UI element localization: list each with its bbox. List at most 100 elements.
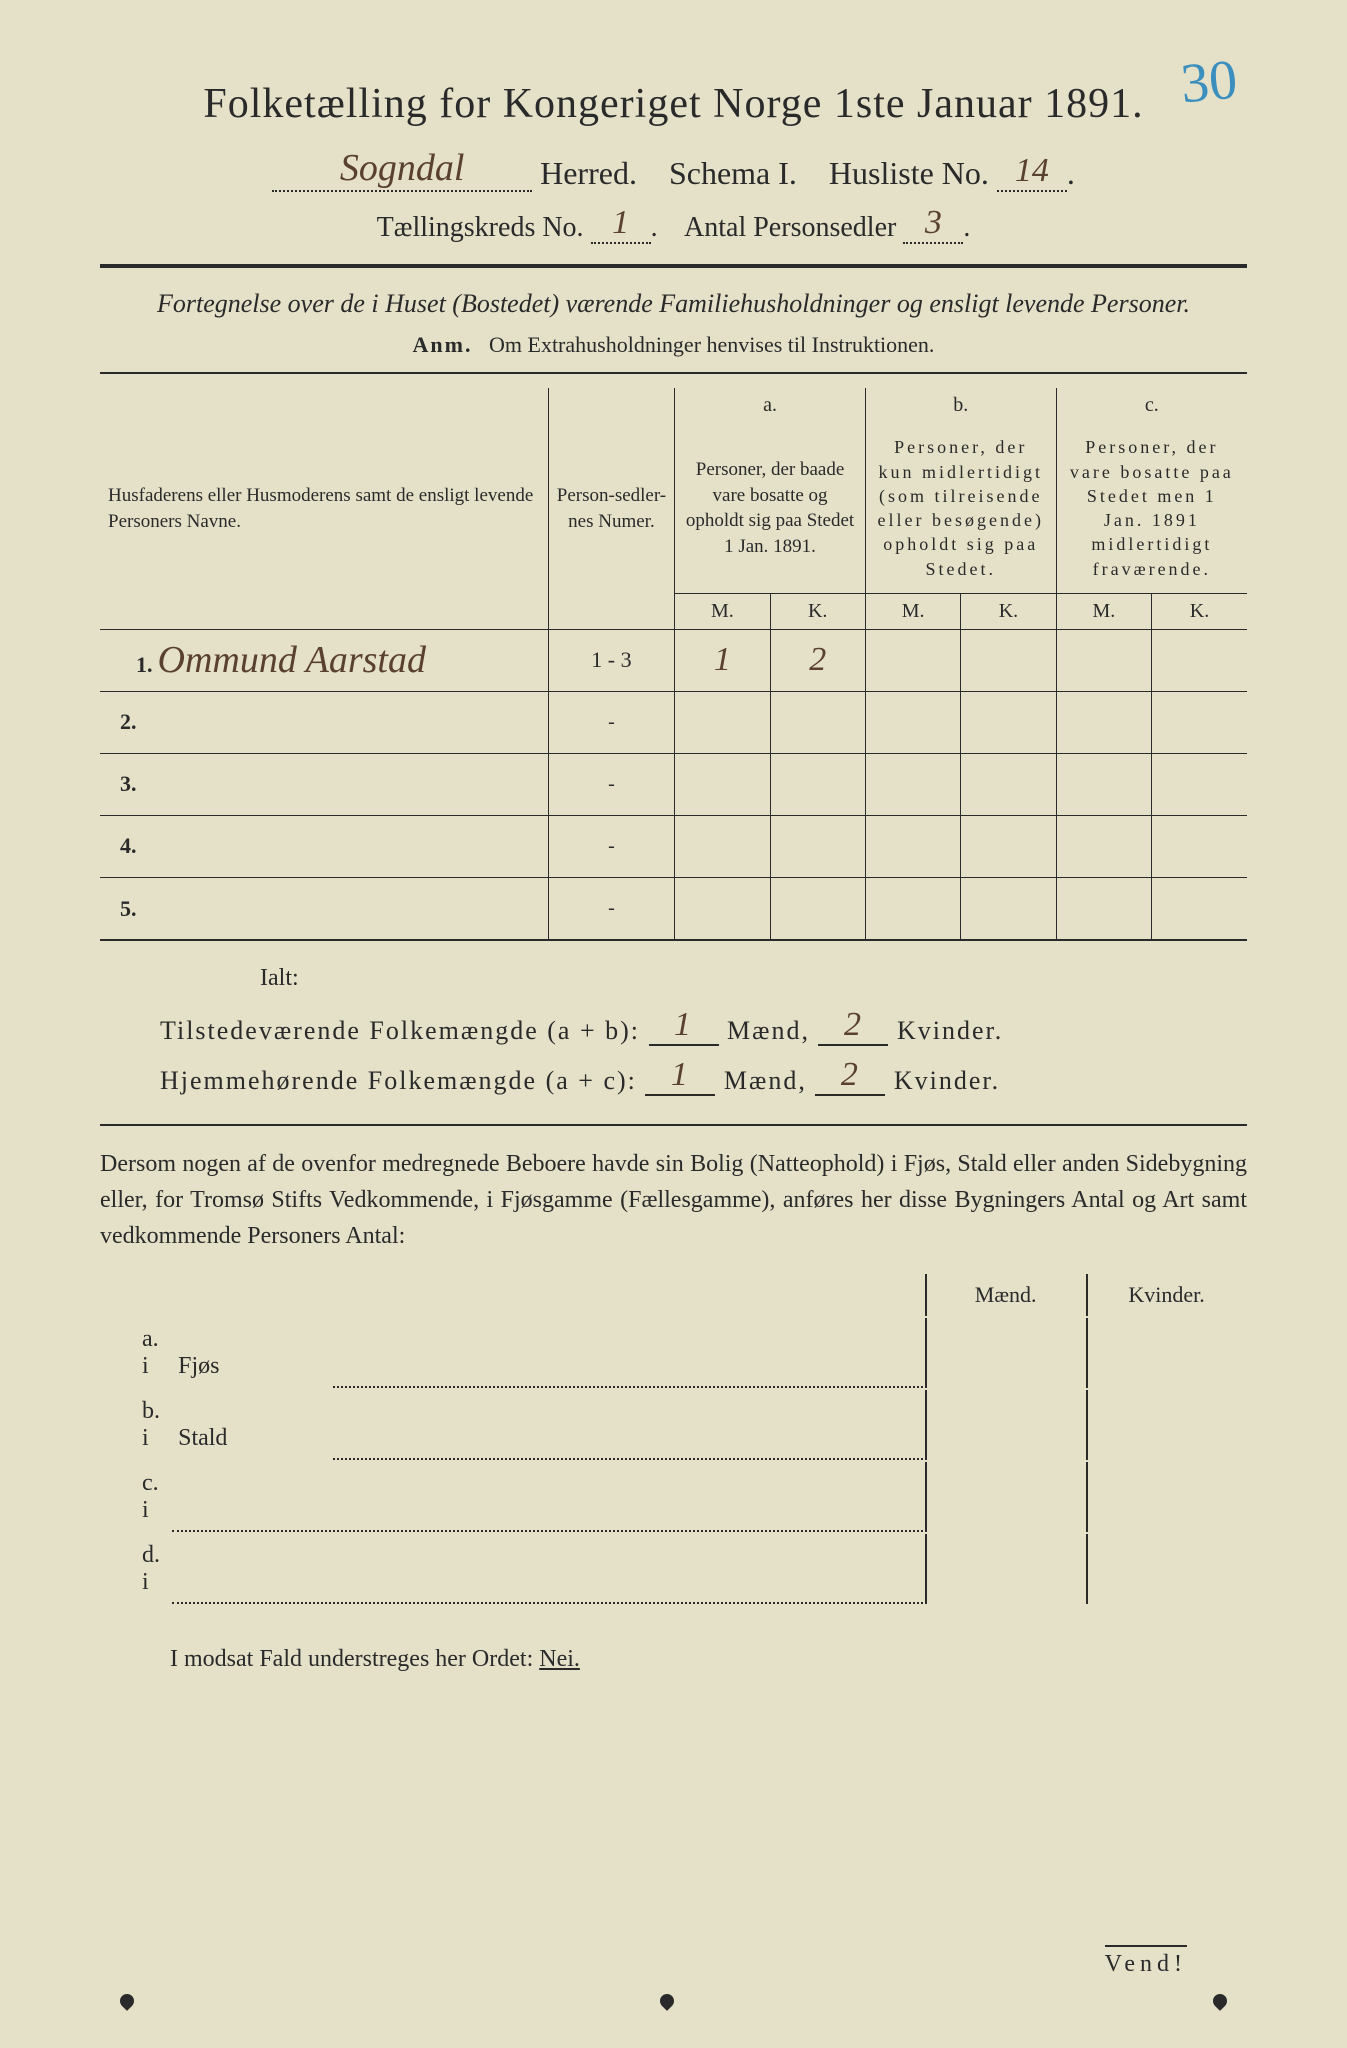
row-num: 2.: [100, 691, 548, 753]
sub-cell: [1086, 1462, 1245, 1532]
cell-ck: [1152, 629, 1247, 691]
row-name: Ommund Aarstad: [158, 639, 427, 681]
cell: [770, 877, 865, 939]
sub-cell: [925, 1462, 1084, 1532]
divider: [100, 372, 1247, 374]
cell: [1056, 815, 1151, 877]
hdr-k: K.: [1152, 593, 1247, 629]
summary-label: Tilstedeværende Folkemængde (a + b):: [160, 1016, 640, 1045]
hdr-name-text: Husfaderens eller Husmoderens samt de en…: [108, 485, 533, 532]
cell-num: -: [548, 815, 674, 877]
cell: [1056, 691, 1151, 753]
summary-kvinder-value: 2: [815, 1056, 885, 1096]
table-row: 5. -: [100, 877, 1247, 939]
sub-empty: [333, 1274, 923, 1316]
nei-line: I modsat Fald understreges her Ordet: Ne…: [170, 1646, 1247, 1673]
cell: [1152, 877, 1247, 939]
cell: [865, 753, 960, 815]
antal-value: 3: [903, 204, 963, 244]
hdr-b-top: b.: [865, 388, 1056, 423]
row-num: 5.: [100, 877, 548, 939]
hdr-num: Person-sedler-nes Numer.: [548, 388, 674, 629]
cell-num: -: [548, 753, 674, 815]
herred-value: Sogndal: [272, 146, 532, 192]
nei-word: Nei.: [539, 1646, 580, 1672]
divider: [100, 939, 1247, 941]
sub-cell: [925, 1318, 1084, 1388]
sub-b: b. i: [102, 1390, 170, 1460]
divider: [100, 264, 1247, 268]
cell: [961, 753, 1056, 815]
summary-maend-value: 1: [649, 1006, 719, 1046]
page-marker-icon: [1210, 1991, 1230, 2011]
row-num: 4.: [100, 815, 548, 877]
hdr-c-top: c.: [1056, 388, 1247, 423]
table-row: 3. -: [100, 753, 1247, 815]
cell-bm: [865, 629, 960, 691]
schema-label: Schema I.: [669, 155, 797, 191]
hdr-a: Personer, der baade vare bosatte og opho…: [675, 423, 866, 593]
cell: [865, 815, 960, 877]
paragraph-text: Dersom nogen af de ovenfor medregnede Be…: [100, 1146, 1247, 1254]
cell-ak: 2: [770, 629, 865, 691]
summary-kvinder-value: 2: [818, 1006, 888, 1046]
cell: [770, 691, 865, 753]
dots: [172, 1462, 331, 1532]
page-marker-icon: [117, 1991, 137, 2011]
vend-label: Vend!: [1105, 1945, 1187, 1978]
sub-cell: [925, 1534, 1084, 1604]
sub-empty: [172, 1274, 331, 1316]
hdr-b: Personer, der kun midlertidigt (som tilr…: [865, 423, 1056, 593]
hdr-name: Husfaderens eller Husmoderens samt de en…: [100, 388, 548, 629]
sub-row: d. i: [102, 1534, 1245, 1604]
hdr-k: K.: [770, 593, 865, 629]
cell: [961, 691, 1056, 753]
hdr-m: M.: [675, 593, 770, 629]
dots: [333, 1534, 923, 1604]
cell: [961, 877, 1056, 939]
dots: [333, 1318, 923, 1388]
header-line-kreds: Tællingskreds No. 1. Antal Personsedler …: [100, 204, 1247, 244]
sub-b-loc: Stald: [172, 1390, 331, 1460]
sub-d: d. i: [102, 1534, 170, 1604]
dots: [172, 1534, 331, 1604]
nei-pre: I modsat Fald understreges her Ordet:: [170, 1646, 539, 1672]
anm-line: Anm. Om Extrahusholdninger henvises til …: [100, 332, 1247, 358]
cell: [1056, 753, 1151, 815]
sub-empty: [102, 1274, 170, 1316]
sub-cell: [1086, 1534, 1245, 1604]
hdr-k: K.: [961, 593, 1056, 629]
cell: [1152, 753, 1247, 815]
table-row: 4. -: [100, 815, 1247, 877]
cell: [770, 815, 865, 877]
document-title: Folketælling for Kongeriget Norge 1ste J…: [100, 80, 1247, 128]
cell-num-text: 1 - 3: [591, 647, 631, 672]
hdr-c: Personer, der vare bosatte paa Stedet me…: [1056, 423, 1247, 593]
maend-label: Mænd,: [727, 1016, 810, 1045]
sub-maend-hdr: Mænd.: [925, 1274, 1084, 1316]
kreds-value: 1: [591, 204, 651, 244]
page-number-annotation: 30: [1178, 48, 1239, 117]
hdr-m: M.: [865, 593, 960, 629]
cell-num: 1 - 3: [548, 629, 674, 691]
main-table: Husfaderens eller Husmoderens samt de en…: [100, 388, 1247, 939]
summary-maend-value: 1: [645, 1056, 715, 1096]
table-row: 1. Ommund Aarstad 1 - 3 1 2: [100, 629, 1247, 691]
kreds-label: Tællingskreds No.: [377, 212, 584, 243]
sub-a: a. i: [102, 1318, 170, 1388]
cell: [770, 753, 865, 815]
cell: [675, 877, 770, 939]
cell: [675, 753, 770, 815]
sub-cell: [1086, 1390, 1245, 1460]
sub-a-loc: Fjøs: [172, 1318, 331, 1388]
hdr-a-top: a.: [675, 388, 866, 423]
cell: [961, 815, 1056, 877]
cell-am: 1: [675, 629, 770, 691]
cell-val: 2: [809, 641, 826, 678]
husliste-label: Husliste No.: [829, 155, 989, 191]
herred-label: Herred.: [540, 155, 637, 191]
maend-label: Mænd,: [724, 1066, 807, 1095]
subtitle: Fortegnelse over de i Huset (Bostedet) v…: [100, 286, 1247, 322]
row-name-cell: 1. Ommund Aarstad: [100, 629, 548, 691]
husliste-value: 14: [997, 152, 1067, 192]
